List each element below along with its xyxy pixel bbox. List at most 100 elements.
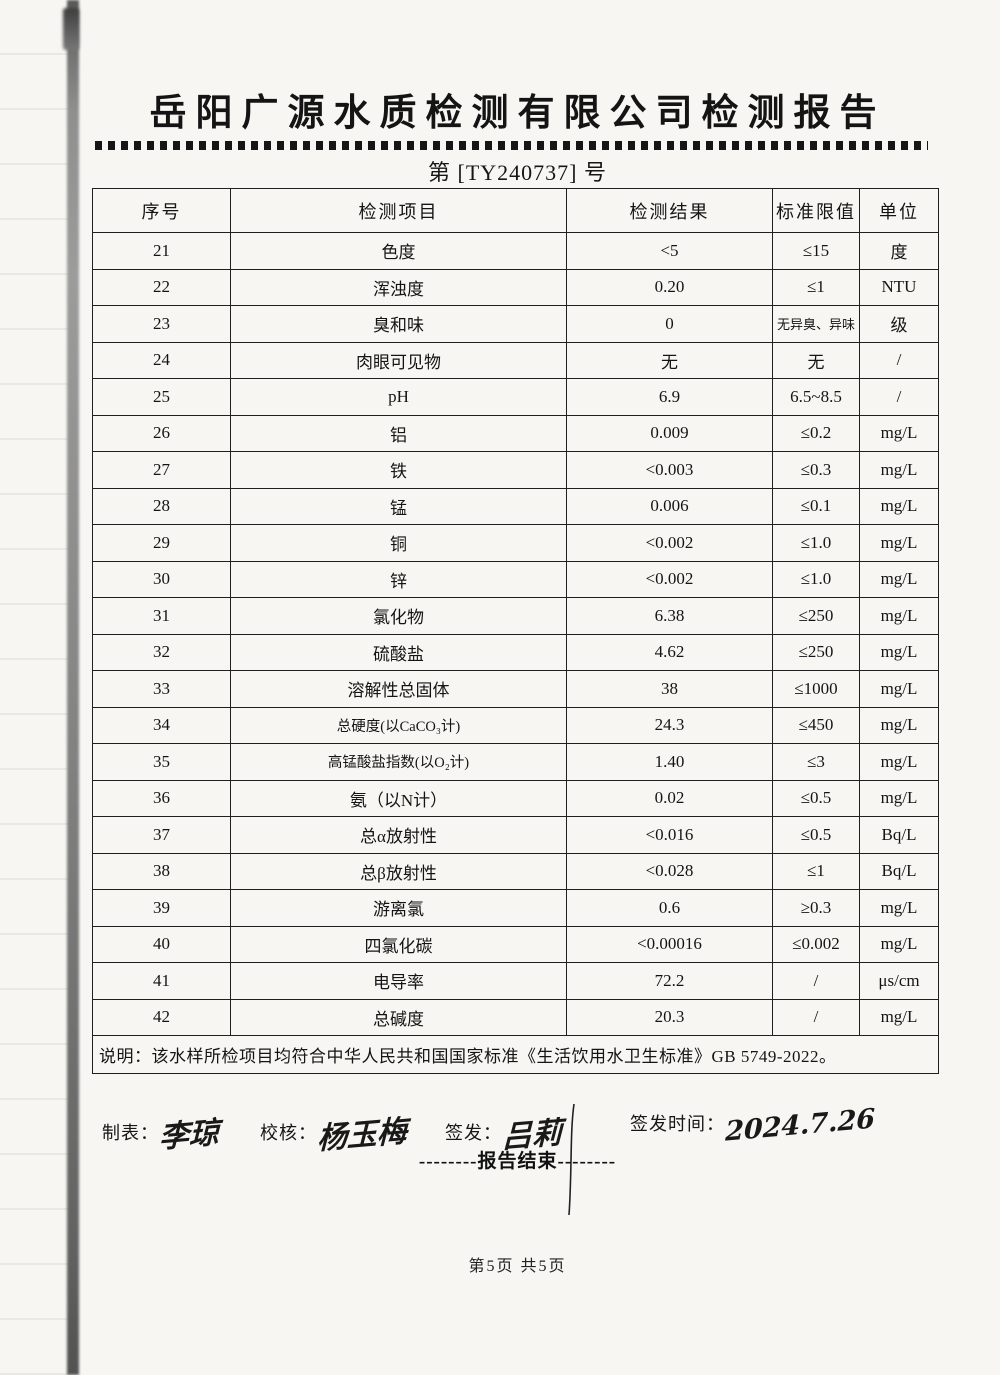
cell-result: <0.002 [566, 560, 773, 598]
cell-limit: ≤250 [772, 597, 860, 635]
table-row: 23 臭和味 0 无异臭、异味级 [92, 305, 939, 343]
cell-limit: ≤1.0 [772, 524, 860, 562]
cell-result: 6.9 [566, 378, 773, 416]
cell-item: 臭和味 [230, 305, 567, 343]
issued-label: 签发： [445, 1123, 502, 1143]
cell-seq: 36 [92, 779, 231, 817]
cell-result: 0.006 [566, 487, 773, 525]
cell-item: 总β放射性 [230, 852, 567, 890]
cell-result: 0.009 [566, 414, 773, 452]
page-title: 岳阳广源水质检测有限公司检测报告 [149, 92, 886, 133]
cell-item: pH [230, 378, 567, 416]
cell-result: 24.3 [566, 706, 773, 744]
cell-result: 6.38 [566, 597, 773, 635]
table-row: 40 四氯化碳 <0.00016 ≤0.002 mg/L [92, 925, 939, 963]
cell-item: 铁 [230, 451, 567, 489]
cell-item: 铝 [230, 414, 567, 452]
cell-result: 1.40 [566, 743, 773, 781]
cell-result: <5 [566, 232, 773, 270]
table-row: 26 铝 0.009 ≤0.2 mg/L [92, 414, 939, 452]
cell-item: 总α放射性 [230, 816, 567, 854]
cell-result: 38 [566, 670, 773, 708]
issued-by: 签发：吕莉 [445, 1110, 562, 1155]
page-edge-shadow-top [63, 8, 79, 50]
cell-unit: mg/L [859, 998, 939, 1036]
cell-unit: 级 [859, 305, 939, 343]
table-row: 21 色度 <5 ≤15 度 [92, 232, 939, 270]
table-row: 30 锌 <0.002 ≤1.0 mg/L [92, 560, 939, 598]
cell-seq: 38 [92, 852, 231, 890]
table-row: 39 游离氯 0.6 ≥0.3 mg/L [92, 889, 939, 927]
cell-unit: mg/L [859, 633, 939, 671]
table-header-row: 序号 检测项目 检测结果 标准限值 单位 [92, 188, 939, 233]
cell-limit: ≤1 [772, 268, 860, 306]
cell-item: 四氯化碳 [230, 925, 567, 963]
cell-seq: 26 [92, 414, 231, 452]
cell-result: 20.3 [566, 998, 773, 1036]
cell-seq: 23 [92, 305, 231, 343]
cell-seq: 34 [92, 706, 231, 744]
cell-result: <0.028 [566, 852, 773, 890]
cell-item: 锌 [230, 560, 567, 598]
cell-seq: 33 [92, 670, 231, 708]
table-row: 22 浑浊度 0.20 ≤1 NTU [92, 268, 939, 306]
cell-item: 溶解性总固体 [230, 670, 567, 708]
cell-item: 锰 [230, 487, 567, 525]
cell-limit: ≤15 [772, 232, 860, 270]
cell-unit: mg/L [859, 560, 939, 598]
cell-result: <0.00016 [566, 925, 773, 963]
cell-limit: ≤0.002 [772, 925, 860, 963]
table-row: 24 肉眼可见物无无 / [92, 341, 939, 379]
table-row: 27 铁 <0.003 ≤0.3 mg/L [92, 451, 939, 489]
cell-unit: mg/L [859, 779, 939, 817]
checked-by: 校核：杨玉梅 [260, 1110, 407, 1157]
cell-result: 4.62 [566, 633, 773, 671]
checked-label: 校核： [260, 1123, 317, 1143]
cell-unit: mg/L [859, 451, 939, 489]
cell-unit: / [859, 341, 939, 379]
cell-item: 铜 [230, 524, 567, 562]
table-row: 37 总α放射性 <0.016 ≤0.5 Bq/L [92, 816, 939, 854]
table-row: 33 溶解性总固体 38 ≤1000 mg/L [92, 670, 939, 708]
results-table: 序号 检测项目 检测结果 标准限值 单位 21 色度 <5 ≤15 度 22 浑浊度 0.20… [92, 188, 939, 1074]
title-dotted-divider [95, 141, 928, 150]
cell-item: 硫酸盐 [230, 633, 567, 671]
page-edge-shadow [67, 0, 79, 1375]
cell-limit: ≤0.2 [772, 414, 860, 452]
cell-limit: ≤3 [772, 743, 860, 781]
cell-result: 0.02 [566, 779, 773, 817]
cell-limit: ≤1 [772, 852, 860, 890]
cell-seq: 28 [92, 487, 231, 525]
table-row: 38 总β放射性 <0.028 ≤1 Bq/L [92, 852, 939, 890]
note-text: 说明：该水样所检项目均符合中华人民共和国国家标准《生活饮用水卫生标准》GB 57… [92, 1035, 939, 1074]
header-unit: 单位 [859, 188, 939, 233]
cell-result: 72.2 [566, 962, 773, 1000]
table-row: 34 总硬度(以CaCO₃计) 24.3 ≤450 mg/L [92, 706, 939, 744]
cell-seq: 25 [92, 378, 231, 416]
cell-unit: mg/L [859, 414, 939, 452]
cell-item: 高锰酸盐指数(以O₂计) [230, 743, 567, 781]
cell-seq: 29 [92, 524, 231, 562]
cell-limit: / [772, 998, 860, 1036]
cell-result: <0.016 [566, 816, 773, 854]
cell-result: 0.6 [566, 889, 773, 927]
cell-item: 浑浊度 [230, 268, 567, 306]
cell-seq: 31 [92, 597, 231, 635]
header-result: 检测结果 [566, 188, 773, 233]
report-number: 第 [TY240737] 号 [428, 160, 607, 185]
cell-seq: 37 [92, 816, 231, 854]
table-row: 31 氯化物 6.38 ≤250 mg/L [92, 597, 939, 635]
cell-seq: 30 [92, 560, 231, 598]
cell-result: 无 [566, 341, 773, 379]
cell-seq: 24 [92, 341, 231, 379]
cell-limit: ≤1000 [772, 670, 860, 708]
cell-result: <0.002 [566, 524, 773, 562]
cell-item: 总硬度(以CaCO₃计) [230, 706, 567, 744]
table-row: 25 pH 6.9 6.5~8.5/ [92, 378, 939, 416]
cell-limit: ≤1.0 [772, 560, 860, 598]
note-row: 说明：该水样所检项目均符合中华人民共和国国家标准《生活饮用水卫生标准》GB 57… [92, 1035, 939, 1074]
cell-limit: ≤0.5 [772, 816, 860, 854]
cell-limit: 6.5~8.5 [772, 378, 860, 416]
cell-unit: mg/L [859, 597, 939, 635]
cell-item: 电导率 [230, 962, 567, 1000]
